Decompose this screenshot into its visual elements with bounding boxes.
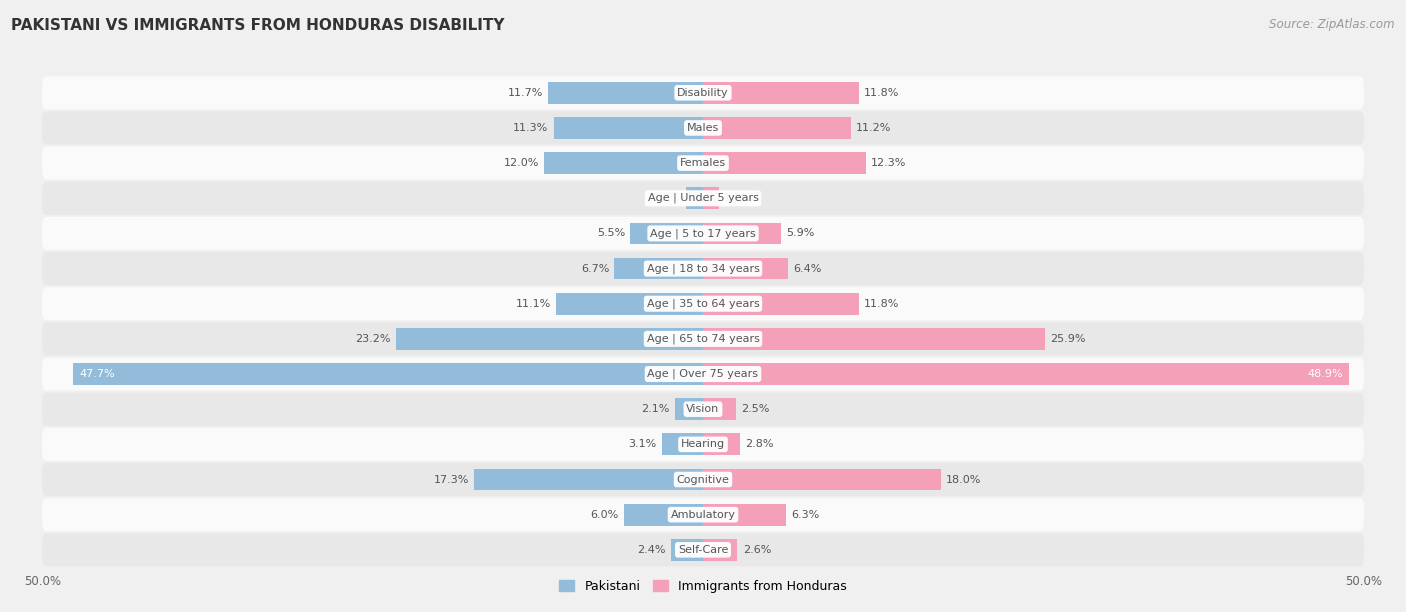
FancyBboxPatch shape (42, 217, 1364, 250)
Bar (703, 363, 1350, 385)
Text: Age | 65 to 74 years: Age | 65 to 74 years (647, 334, 759, 344)
Text: Source: ZipAtlas.com: Source: ZipAtlas.com (1270, 18, 1395, 31)
Text: 6.4%: 6.4% (793, 264, 821, 274)
Text: 12.3%: 12.3% (870, 158, 907, 168)
Bar (703, 258, 787, 280)
Text: 12.0%: 12.0% (503, 158, 538, 168)
Text: 11.8%: 11.8% (865, 299, 900, 308)
Text: 6.7%: 6.7% (581, 264, 609, 274)
Bar (624, 504, 703, 526)
Text: 2.1%: 2.1% (641, 404, 669, 414)
Text: 2.5%: 2.5% (741, 404, 769, 414)
Bar (703, 187, 718, 209)
Bar (703, 328, 1045, 350)
Text: 23.2%: 23.2% (356, 334, 391, 344)
Text: 48.9%: 48.9% (1308, 369, 1343, 379)
Text: 5.5%: 5.5% (596, 228, 626, 239)
Text: Females: Females (681, 158, 725, 168)
FancyBboxPatch shape (42, 323, 1364, 356)
Text: 17.3%: 17.3% (433, 474, 470, 485)
Bar (703, 504, 786, 526)
Bar (554, 117, 703, 139)
Text: 2.8%: 2.8% (745, 439, 773, 449)
Text: 2.6%: 2.6% (742, 545, 770, 555)
Bar (703, 152, 866, 174)
Bar (548, 82, 703, 103)
Bar (703, 469, 941, 490)
Text: 11.2%: 11.2% (856, 123, 891, 133)
Bar (703, 539, 737, 561)
Bar (703, 223, 780, 244)
Text: Vision: Vision (686, 404, 720, 414)
Bar (703, 398, 737, 420)
FancyBboxPatch shape (42, 287, 1364, 320)
Bar (703, 82, 859, 103)
Text: Hearing: Hearing (681, 439, 725, 449)
Text: 1.3%: 1.3% (652, 193, 681, 203)
Text: 6.0%: 6.0% (591, 510, 619, 520)
FancyBboxPatch shape (42, 498, 1364, 531)
Text: Cognitive: Cognitive (676, 474, 730, 485)
Text: 6.3%: 6.3% (792, 510, 820, 520)
Bar (703, 117, 851, 139)
Bar (686, 187, 703, 209)
Bar (630, 223, 703, 244)
FancyBboxPatch shape (42, 357, 1364, 390)
Text: 11.8%: 11.8% (865, 88, 900, 98)
Text: Age | 5 to 17 years: Age | 5 to 17 years (650, 228, 756, 239)
Text: Ambulatory: Ambulatory (671, 510, 735, 520)
FancyBboxPatch shape (42, 111, 1364, 144)
Bar (544, 152, 703, 174)
FancyBboxPatch shape (42, 146, 1364, 179)
Bar (675, 398, 703, 420)
Text: Disability: Disability (678, 88, 728, 98)
Text: 3.1%: 3.1% (628, 439, 657, 449)
FancyBboxPatch shape (42, 76, 1364, 110)
Text: Age | 35 to 64 years: Age | 35 to 64 years (647, 299, 759, 309)
Bar (703, 293, 859, 315)
Legend: Pakistani, Immigrants from Honduras: Pakistani, Immigrants from Honduras (554, 575, 852, 597)
Text: 1.2%: 1.2% (724, 193, 752, 203)
Text: 5.9%: 5.9% (786, 228, 814, 239)
FancyBboxPatch shape (42, 393, 1364, 426)
FancyBboxPatch shape (42, 428, 1364, 461)
Bar (671, 539, 703, 561)
Text: 11.7%: 11.7% (508, 88, 543, 98)
FancyBboxPatch shape (42, 463, 1364, 496)
Bar (396, 328, 703, 350)
Text: 2.4%: 2.4% (637, 545, 666, 555)
FancyBboxPatch shape (42, 182, 1364, 215)
Text: Age | 18 to 34 years: Age | 18 to 34 years (647, 263, 759, 274)
Bar (662, 433, 703, 455)
FancyBboxPatch shape (42, 252, 1364, 285)
Text: 25.9%: 25.9% (1050, 334, 1085, 344)
Text: 11.1%: 11.1% (516, 299, 551, 308)
Text: 18.0%: 18.0% (946, 474, 981, 485)
Text: Self-Care: Self-Care (678, 545, 728, 555)
Bar (73, 363, 703, 385)
FancyBboxPatch shape (42, 533, 1364, 566)
Text: Age | Under 5 years: Age | Under 5 years (648, 193, 758, 204)
Bar (614, 258, 703, 280)
Bar (474, 469, 703, 490)
Bar (703, 433, 740, 455)
Text: Age | Over 75 years: Age | Over 75 years (648, 369, 758, 379)
Text: Males: Males (688, 123, 718, 133)
Text: 47.7%: 47.7% (79, 369, 115, 379)
Text: 11.3%: 11.3% (513, 123, 548, 133)
Text: PAKISTANI VS IMMIGRANTS FROM HONDURAS DISABILITY: PAKISTANI VS IMMIGRANTS FROM HONDURAS DI… (11, 18, 505, 34)
Bar (557, 293, 703, 315)
